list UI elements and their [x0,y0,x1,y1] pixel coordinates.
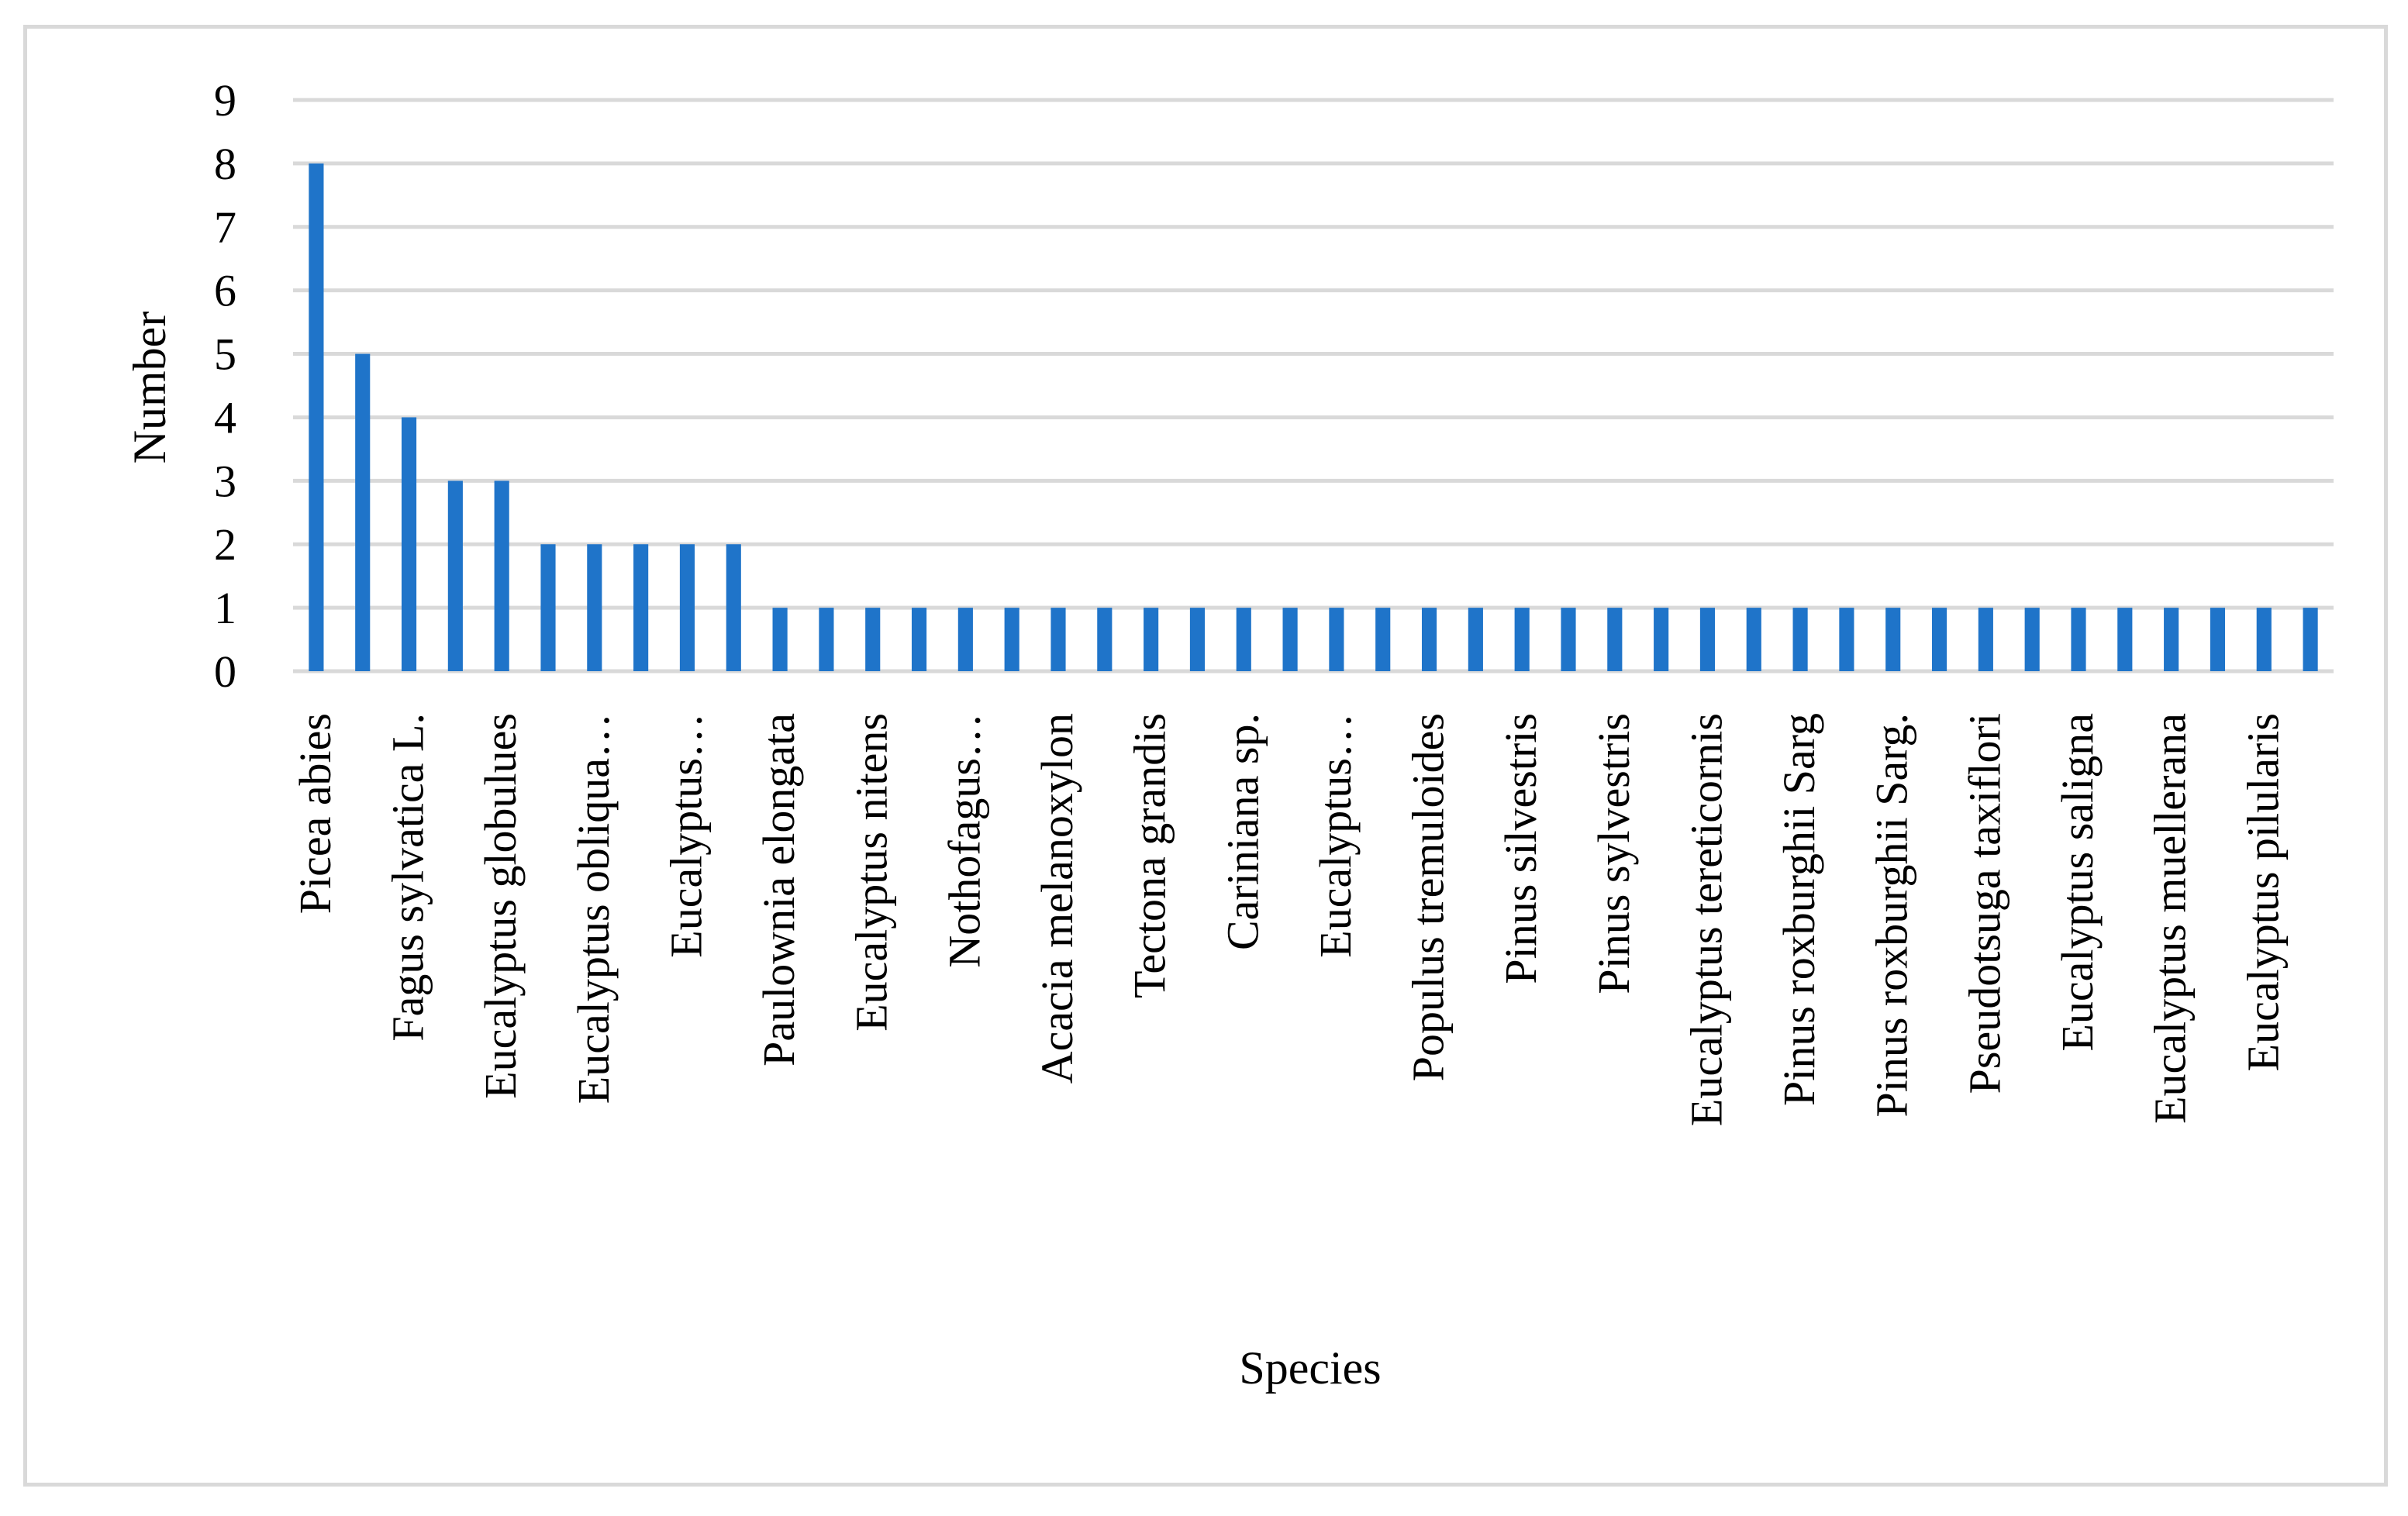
y-tick-label: 4 [214,392,236,443]
bar [2210,608,2226,671]
bar [1050,608,1066,671]
bar [1931,608,1947,671]
bar [1468,608,1483,671]
x-tick-label: Eucalyptus pilularis [2237,713,2288,1071]
x-tick-label: Nothofagus… [939,713,989,968]
x-tick-label: Eucalyptus muellerana [2145,713,2196,1124]
y-tick-label: 2 [214,519,236,570]
bar [447,481,463,671]
y-axis-title: Number [124,312,175,464]
x-tick-label: Pinus sylvestris [1589,713,1639,994]
bar [865,608,881,671]
y-tick-label: 1 [214,583,236,633]
bar [2164,608,2179,671]
bar [1375,608,1391,671]
bars [309,163,2318,671]
bar [2117,608,2133,671]
bar [2256,608,2272,671]
x-tick-label: Populus tremuloides [1403,713,1454,1081]
bar [1144,608,1159,671]
x-tick-label: Pseudotsuga taxiflori [1959,713,2010,1094]
x-tick-label: Pinus roxburghii Sarg [1774,713,1824,1106]
bar [1792,608,1808,671]
x-tick-label: Eucalyptus saligna [2052,713,2103,1052]
x-tick-label: Eucalyptus tereticornis [1681,713,1731,1126]
x-tick-label: Tectona grandis [1125,713,1175,998]
y-tick-label: 8 [214,139,236,189]
bar [494,481,509,671]
bar [633,544,649,671]
x-tick-label: Eucalyptus… [661,713,711,958]
bar [540,544,556,671]
bar [1189,608,1206,671]
x-tick-label: Pinus silvestris [1496,713,1546,984]
bar [726,544,741,671]
x-tick-label: Picea abies [290,713,340,914]
chart-frame [23,25,2388,1487]
x-axis-title: Species [1239,1342,1381,1394]
bar [1004,608,1019,671]
bar [2024,608,2040,671]
bar [1839,608,1854,671]
bar [587,544,602,671]
bar [1329,608,1344,671]
bar [819,608,834,671]
bar [355,353,371,671]
x-axis-ticks: Picea abies Fagus sylvatica L. Eucalyptus … [290,713,2288,1126]
bar [679,544,695,671]
y-tick-label: 6 [214,266,236,316]
x-tick-label: Cariniana sp. [1217,713,1268,950]
x-tick-label: Acacia melanoxylon [1032,713,1082,1084]
bar [911,608,927,671]
x-tick-label: Paulownia elongata [754,713,804,1066]
bar [772,608,788,671]
bar [1746,608,1761,671]
bar [1282,608,1298,671]
bar [1699,608,1716,671]
y-axis-ticks: 0 1 2 3 4 5 6 7 8 9 [214,75,236,697]
x-tick-label: Fagus sylvatica L. [383,713,433,1042]
y-tick-label: 0 [214,646,236,697]
bar [1885,608,1901,671]
gridlines [293,98,2334,674]
bar [401,417,417,671]
bar [309,163,324,671]
bar [957,608,973,671]
y-tick-label: 3 [214,456,236,506]
x-tick-label: Eucalyptus globulues [475,713,526,1099]
bar [2071,608,2086,671]
bar [1421,608,1437,671]
x-tick-label: Eucalyptus obliqua… [568,713,619,1104]
bar [1561,608,1576,671]
y-tick-label: 5 [214,329,236,380]
y-tick-label: 7 [214,202,236,253]
bar [1654,608,1669,671]
bar [1978,608,1993,671]
bar [1097,608,1113,671]
x-tick-label: Eucalyptus… [1310,713,1361,958]
x-tick-label: Eucalyptus nitens [847,713,897,1032]
y-tick-label: 9 [214,75,236,126]
x-tick-label: Pinus roxburghii Sarg. [1867,713,1917,1118]
bar [2303,608,2318,671]
bar [1514,608,1530,671]
bar [1236,608,1251,671]
bar [1607,608,1623,671]
